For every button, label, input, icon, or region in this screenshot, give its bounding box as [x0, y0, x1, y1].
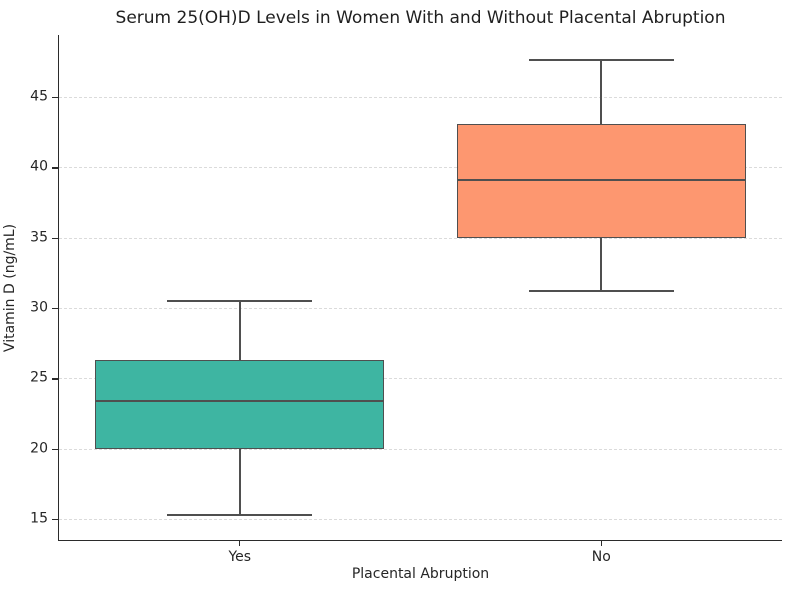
gridline: [59, 378, 782, 380]
whisker-cap-bottom-no: [528, 290, 674, 293]
y-tick-mark: [52, 167, 59, 169]
y-tick-label: 30: [30, 299, 48, 316]
y-tick-mark: [52, 96, 59, 99]
whisker-upper-yes: [238, 300, 241, 360]
bottom-spine: [58, 539, 782, 541]
y-axis-label: Vitamin D (ng/mL): [2, 223, 18, 353]
x-tick-mark: [600, 540, 602, 546]
y-tick-mark: [52, 307, 59, 310]
y-tick-label: 25: [30, 369, 48, 386]
gridline: [59, 96, 782, 98]
plot-area: 15 20 25 30 35 40 45 Yes No: [30, 35, 782, 565]
gridline: [59, 307, 782, 309]
whisker-upper-no: [600, 60, 603, 124]
median-line-yes: [95, 399, 385, 402]
x-tick-mark: [239, 540, 241, 546]
x-axis-label: Placental Abruption: [351, 566, 490, 582]
y-tick-label: 35: [30, 229, 48, 246]
y-tick-label: 15: [30, 510, 48, 527]
left-spine: [58, 35, 60, 540]
whisker-lower-yes: [238, 448, 241, 515]
gridline: [59, 518, 782, 520]
gridline: [59, 448, 782, 450]
whisker-lower-no: [600, 237, 603, 292]
x-tick-label: Yes: [228, 549, 252, 565]
y-tick-label: 45: [30, 88, 48, 105]
y-tick-mark: [52, 378, 59, 380]
whisker-cap-top-no: [528, 59, 674, 62]
box-yes: [95, 359, 385, 449]
y-tick-mark: [52, 237, 59, 239]
x-tick-label: No: [591, 549, 611, 565]
y-tick-mark: [52, 448, 59, 450]
chart-title: Serum 25(OH)D Levels in Women With and W…: [115, 8, 726, 28]
whisker-cap-bottom-yes: [167, 513, 313, 516]
y-tick-label: 20: [30, 440, 48, 457]
median-line-no: [456, 178, 746, 181]
whisker-cap-top-yes: [167, 299, 313, 302]
y-tick-label: 40: [30, 158, 48, 175]
y-tick-mark: [52, 518, 59, 521]
gridline: [59, 237, 782, 239]
gridline: [59, 167, 782, 169]
